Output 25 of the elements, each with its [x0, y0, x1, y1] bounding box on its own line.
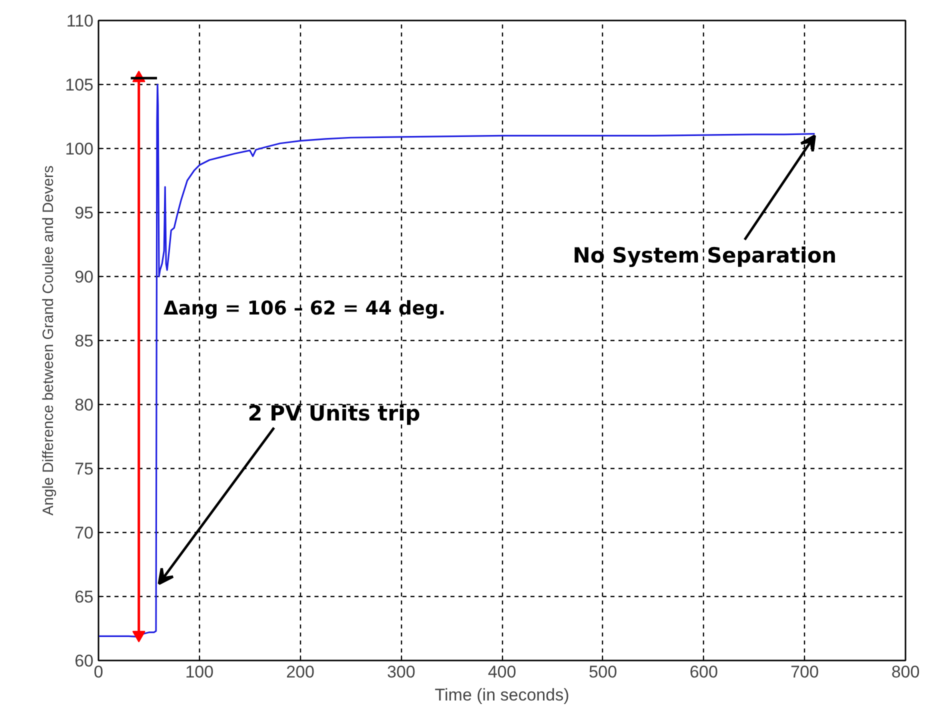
y-tick-label: 100: [65, 140, 94, 158]
annotation: 2 PV Units trip: [248, 402, 420, 426]
y-tick-label: 80: [74, 396, 94, 414]
y-tick-label: 105: [65, 76, 94, 94]
x-tick-label: 400: [488, 662, 516, 682]
annotation: No System Separation: [572, 244, 837, 268]
y-tick-label: 65: [74, 588, 94, 606]
y-tick-label: 95: [74, 204, 94, 222]
x-tick-label: 0: [94, 662, 104, 682]
y-tick-label: 70: [74, 524, 94, 542]
y-axis-title: Angle Difference between Grand Coulee and Devers: [40, 166, 58, 516]
y-tick-label: 85: [74, 332, 94, 350]
y-tick-label: 75: [74, 460, 94, 478]
y-tick-label: 110: [66, 12, 94, 30]
x-tick-label: 300: [386, 662, 416, 682]
x-tick-label: 700: [790, 662, 819, 682]
y-tick-label: 60: [74, 652, 94, 670]
y-tick-label: 90: [74, 268, 94, 286]
x-tick-label: 500: [588, 662, 618, 682]
x-tick-label: 800: [891, 662, 920, 682]
x-axis-title: Time (in seconds): [434, 686, 570, 704]
annotation: Δang = 106 – 62 = 44 deg.: [164, 298, 446, 320]
x-tick-label: 600: [690, 662, 718, 682]
x-tick-label: 100: [185, 662, 214, 682]
x-tick-label: 200: [286, 662, 314, 682]
